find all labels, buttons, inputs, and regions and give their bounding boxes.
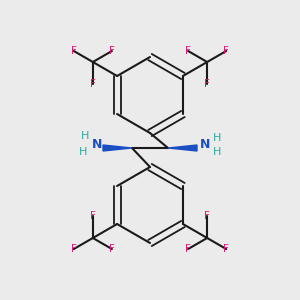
Text: F: F — [204, 79, 210, 89]
Text: N: N — [92, 139, 102, 152]
Text: H: H — [81, 131, 89, 141]
Text: N: N — [200, 139, 210, 152]
Polygon shape — [103, 145, 132, 151]
Text: F: F — [90, 79, 96, 89]
Polygon shape — [168, 145, 197, 151]
Text: F: F — [109, 46, 115, 56]
Text: F: F — [90, 211, 96, 221]
Text: F: F — [223, 46, 229, 56]
Text: H: H — [213, 147, 221, 157]
Text: F: F — [185, 46, 191, 56]
Text: H: H — [79, 147, 87, 157]
Text: F: F — [204, 211, 210, 221]
Text: F: F — [71, 46, 77, 56]
Text: F: F — [109, 244, 115, 254]
Text: F: F — [185, 244, 191, 254]
Text: F: F — [223, 244, 229, 254]
Text: H: H — [213, 133, 221, 143]
Text: F: F — [71, 244, 77, 254]
